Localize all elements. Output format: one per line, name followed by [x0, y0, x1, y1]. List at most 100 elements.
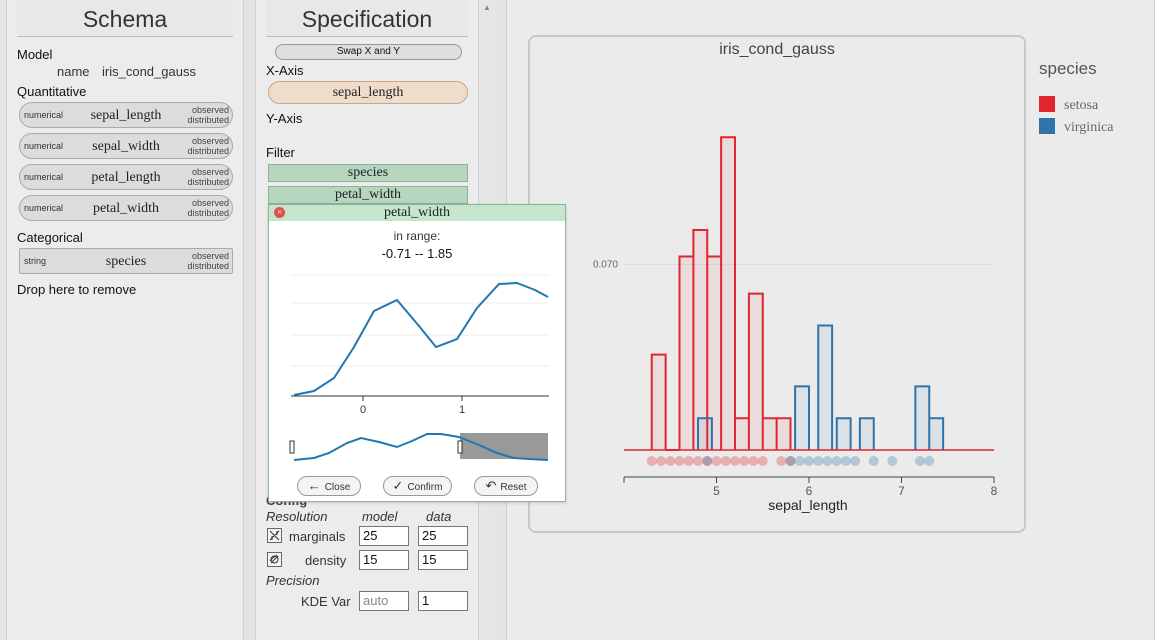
range-label: in range: [393, 229, 441, 243]
field-obs: observed distributed [187, 251, 229, 271]
legend-item-virginica[interactable]: virginica [1039, 118, 1114, 136]
range-value: -0.71 -- 1.85 [381, 246, 453, 261]
field-type: numerical [24, 172, 64, 182]
popup-close-button[interactable]: ← Close [297, 476, 361, 496]
data-point [656, 456, 666, 466]
yaxis-label: Y-Axis [266, 111, 303, 126]
data-point [831, 456, 842, 466]
legend-label: setosa [1064, 98, 1099, 113]
data-point [674, 456, 685, 466]
popup-reset-button[interactable]: ↶ Reset [474, 476, 538, 496]
field-obs: observed distributed [187, 167, 229, 187]
model-name-key: name [57, 64, 90, 79]
data-point [915, 456, 925, 466]
popup-close-icon[interactable]: × [274, 207, 285, 218]
data-point [757, 456, 768, 466]
kde-var-data-input[interactable]: 1 [418, 591, 468, 611]
categorical-label: Categorical [17, 230, 83, 245]
histogram-chart: iris_cond_gauss 0.070 5 6 7 8 sepal_length [593, 41, 998, 513]
data-point [683, 456, 694, 466]
marginals-label: marginals [289, 529, 346, 544]
legend-title: species [1039, 59, 1097, 78]
filter-petal-width[interactable]: petal_width [268, 186, 468, 204]
density-model-input[interactable]: 15 [359, 550, 409, 570]
histogram-bar [651, 354, 666, 450]
data-point [739, 456, 750, 466]
xaxis-shelf-field[interactable]: sepal_length [268, 81, 468, 104]
histogram-bar [721, 137, 735, 451]
schema-title: Schema [17, 0, 233, 37]
brush-right-handle[interactable] [457, 440, 463, 454]
checkmark-icon: ✓ [392, 478, 404, 493]
data-point [785, 456, 796, 466]
kde-var-model-input[interactable]: auto [359, 591, 409, 611]
data-point [665, 456, 676, 466]
field-name: petal_length [91, 170, 161, 185]
drop-zone-label[interactable]: Drop here to remove [17, 282, 137, 297]
legend-label: virginica [1064, 120, 1114, 135]
data-point [720, 456, 731, 466]
quantitative-label: Quantitative [17, 84, 87, 99]
density-curve [293, 281, 549, 396]
spec-title: Specification [266, 0, 468, 37]
field-type: numerical [24, 110, 64, 120]
field-type: numerical [24, 203, 64, 213]
histogram-bar [818, 325, 833, 450]
data-point [785, 456, 796, 466]
marginals-model-input[interactable]: 25 [359, 526, 409, 546]
filter-label: Filter [266, 145, 295, 160]
x-axis-label: sepal_length [768, 497, 847, 513]
undo-icon: ↶ [485, 478, 497, 493]
model-name-value: iris_cond_gauss [102, 64, 196, 79]
histogram-bar [776, 418, 791, 450]
field-type: string [24, 256, 47, 266]
density-icon [267, 552, 282, 567]
legend-swatch [1039, 96, 1055, 112]
swap-xy-button[interactable]: Swap X and Y [275, 44, 462, 60]
brush-curve [293, 433, 549, 461]
model-column-label: model [362, 509, 398, 524]
data-point [711, 456, 722, 466]
filter-species[interactable]: species [268, 164, 468, 182]
data-point [841, 456, 851, 466]
field-species[interactable]: string species observed distributed [19, 248, 233, 274]
chart-card: iris_cond_gauss 0.070 5 6 7 8 sepal_length [528, 35, 1026, 533]
data-point [702, 456, 713, 466]
x-tick-label: 5 [713, 484, 720, 498]
histogram-bar [859, 418, 874, 450]
popup-confirm-button[interactable]: ✓ Confirm [383, 476, 452, 496]
y-tick-label: 0.070 [593, 260, 618, 271]
field-sepal-length[interactable]: numerical sepal_length observed distribut… [19, 102, 233, 128]
histogram-bar [707, 256, 722, 450]
field-sepal-width[interactable]: numerical sepal_width observed distribute… [19, 133, 233, 159]
data-point [868, 456, 879, 466]
legend-swatch [1039, 118, 1055, 134]
field-obs: observed distributed [187, 136, 229, 156]
brush-left-handle[interactable] [289, 440, 295, 454]
data-point [646, 456, 657, 466]
field-petal-length[interactable]: numerical petal_length observed distribut… [19, 164, 233, 190]
data-point [804, 456, 814, 466]
filter-popup: petal_width × in range: -0.71 -- 1.85 0 … [268, 204, 566, 502]
scroll-up-arrow-icon[interactable]: ▲ [483, 3, 491, 12]
field-petal-width[interactable]: numerical petal_width observed distribute… [19, 195, 233, 221]
histogram-outline [697, 324, 945, 450]
density-data-input[interactable]: 15 [418, 550, 468, 570]
x-tick-label: 7 [898, 484, 905, 498]
data-point [776, 456, 787, 466]
data-point [887, 456, 898, 466]
data-point [794, 456, 805, 466]
field-type: numerical [24, 141, 64, 151]
precision-label: Precision [266, 573, 320, 588]
marginals-data-input[interactable]: 25 [418, 526, 468, 546]
field-obs: observed distributed [187, 105, 229, 125]
field-name: petal_width [92, 201, 160, 216]
histogram-bar [795, 386, 809, 450]
histogram-bar [929, 418, 944, 450]
data-point [748, 456, 759, 466]
legend-item-setosa[interactable]: setosa [1039, 96, 1098, 114]
data-point [850, 456, 861, 466]
resolution-label: Resolution [266, 509, 328, 524]
histogram-bar [735, 418, 749, 450]
